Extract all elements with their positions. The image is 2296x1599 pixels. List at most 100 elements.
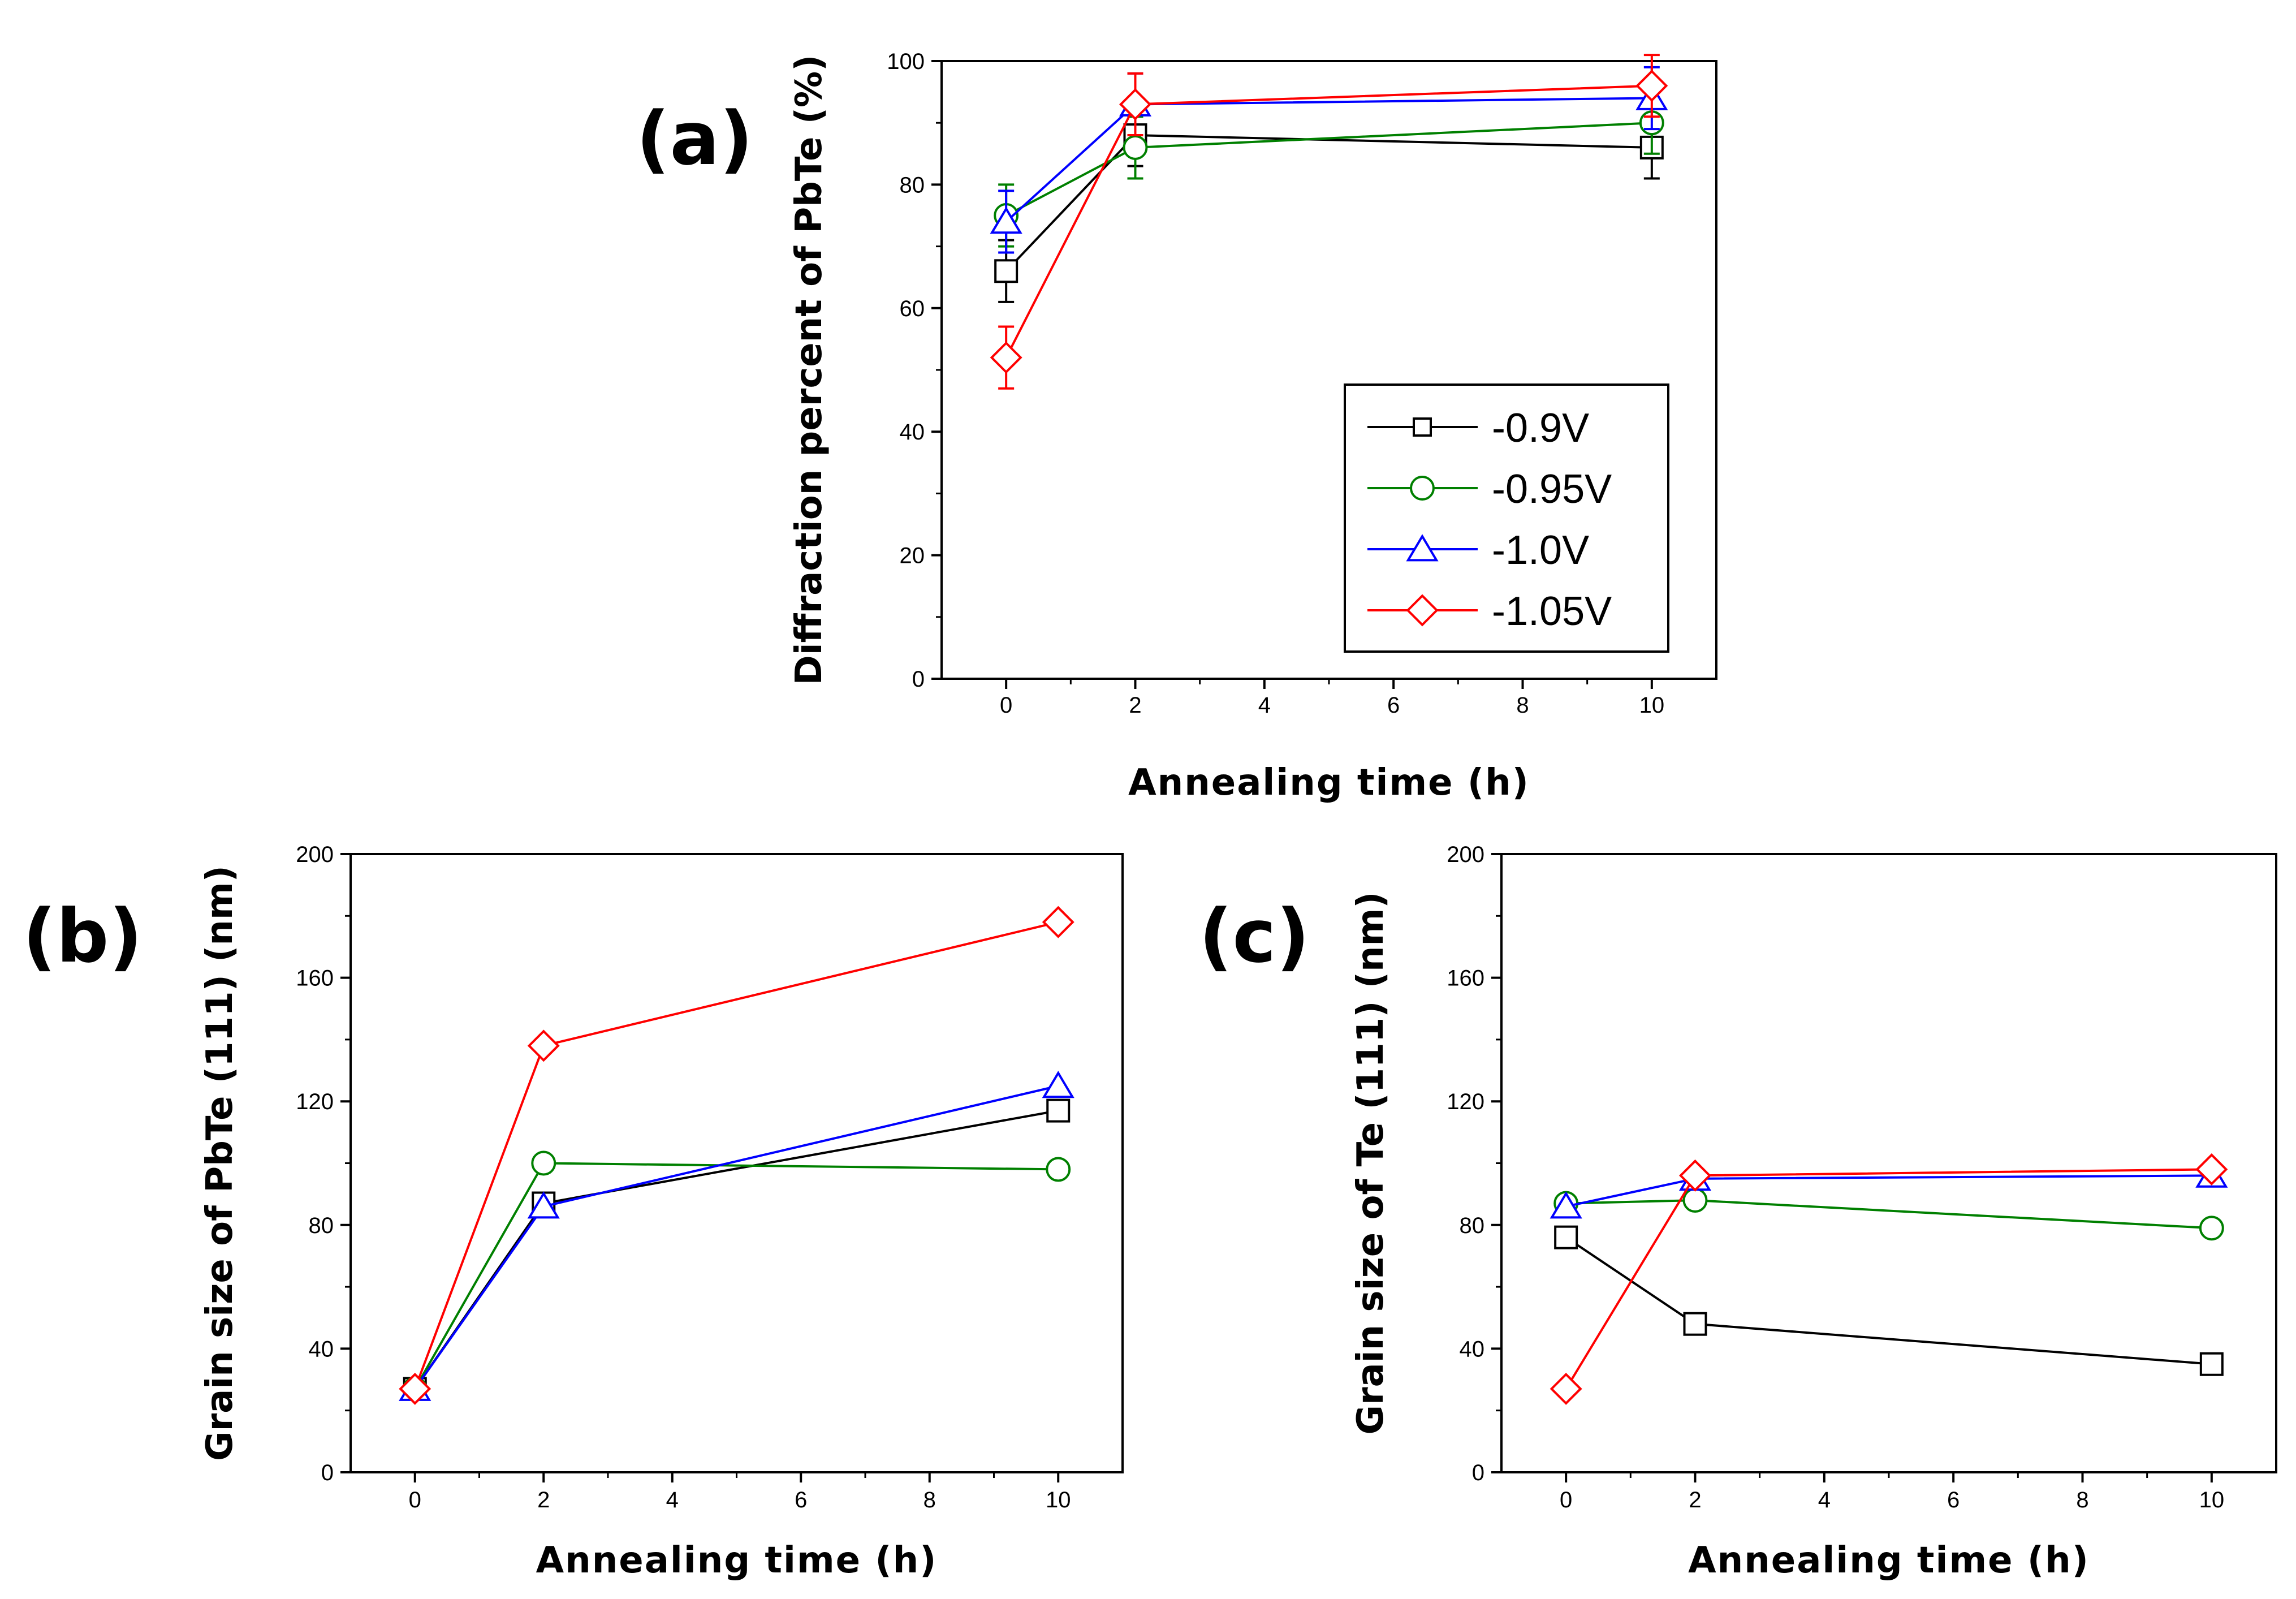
legend-marker [1413, 417, 1432, 437]
legend-marker [1406, 534, 1439, 562]
series-line [413, 921, 1059, 1390]
legend-entry: -0.9V [1492, 406, 1589, 451]
legend-marker [1406, 594, 1439, 627]
data-point [1554, 1225, 1578, 1249]
x-tick-label: 10 [2199, 1488, 2225, 1512]
y-tick-label: 100 [887, 49, 925, 74]
data-point [1550, 1191, 1582, 1219]
legend-box [1344, 383, 1669, 653]
series-2 [1553, 1188, 2224, 1241]
series-3 [990, 66, 1668, 254]
x-tick-label: 2 [1129, 693, 1141, 718]
y-axis-title: Diffraction percent of PbTe (%) [788, 55, 830, 686]
y-axis-title: Grain size of Te (111) (nm) [1350, 891, 1392, 1434]
series-line [1005, 97, 1652, 223]
y-tick-label: 80 [1460, 1213, 1485, 1238]
legend-entry: -1.05V [1492, 589, 1612, 634]
y-tick-label: 160 [1447, 966, 1484, 991]
data-point [1679, 1159, 1711, 1192]
legend-entry: -1.0V [1492, 528, 1589, 573]
y-tick-label: 80 [309, 1213, 334, 1238]
y-tick-label: 40 [900, 420, 925, 445]
panel-b: 0 2 4 6 8 10 0 40 80 120 160 200 Annealing time (h) G… [23, 842, 1124, 1581]
legend-marker [1410, 476, 1435, 501]
series-4 [399, 906, 1074, 1405]
y-tick-label: 0 [321, 1460, 334, 1485]
y-axis-title: Grain size of PbTe (111) (nm) [199, 865, 241, 1461]
y-tick-label: 0 [912, 667, 925, 692]
x-axis-title: Annealing time (h) [1128, 762, 1530, 804]
x-tick-label: 2 [537, 1488, 550, 1512]
x-tick-label: 4 [1818, 1488, 1831, 1512]
y-tick-label: 80 [900, 173, 925, 197]
series-line [414, 1109, 1059, 1390]
data-point [2199, 1216, 2224, 1241]
data-point [2195, 1153, 2228, 1186]
x-tick-label: 8 [923, 1488, 936, 1512]
series-2 [994, 90, 1664, 248]
data-point [1683, 1312, 1707, 1336]
data-point [399, 1372, 431, 1405]
data-point [1042, 906, 1074, 938]
series-1 [1554, 1225, 2224, 1376]
data-point [994, 259, 1018, 283]
data-point [1682, 1188, 1708, 1213]
y-tick-label: 40 [1460, 1337, 1485, 1361]
y-tick-label: 160 [296, 966, 334, 991]
panel-label: (a) [636, 96, 753, 182]
panel-c: 0 2 4 6 8 10 0 40 80 120 160 200 Annealing time (h) G… [1199, 842, 2277, 1581]
x-tick-label: 6 [1947, 1488, 1960, 1512]
series-1 [403, 1098, 1071, 1401]
x-tick-label: 0 [1560, 1488, 1572, 1512]
y-tick-label: 0 [1472, 1460, 1484, 1485]
y-tick-label: 120 [1447, 1089, 1484, 1114]
data-point [1046, 1157, 1071, 1182]
x-tick-label: 10 [1046, 1488, 1071, 1512]
x-tick-label: 6 [1387, 693, 1400, 718]
series-line [414, 1162, 1059, 1390]
panel-label: (c) [1199, 893, 1310, 979]
plot-frame [349, 853, 1124, 1473]
data-point [990, 341, 1022, 374]
series-line [1005, 134, 1652, 272]
y-tick-label: 40 [309, 1337, 334, 1361]
data-point [527, 1029, 560, 1062]
series-4 [990, 54, 1668, 390]
data-point [2199, 1352, 2224, 1376]
data-point [1042, 1071, 1074, 1098]
x-tick-label: 8 [1516, 693, 1529, 718]
data-point [1123, 135, 1148, 160]
series-4 [1550, 1153, 2228, 1405]
y-tick-label: 20 [900, 544, 925, 568]
x-tick-label: 10 [1639, 693, 1665, 718]
series-line [1565, 1236, 2212, 1365]
x-axis-title: Annealing time (h) [536, 1540, 938, 1581]
data-point [1046, 1098, 1071, 1123]
plot-frame [1500, 853, 2277, 1473]
x-tick-label: 2 [1689, 1488, 1701, 1512]
data-point [531, 1150, 556, 1176]
x-tick-label: 0 [409, 1488, 421, 1512]
data-point [527, 1191, 560, 1219]
series-2 [402, 1150, 1071, 1402]
series-line [1566, 1199, 2212, 1230]
legend-entry: -0.95V [1492, 467, 1612, 512]
panel-label: (b) [23, 893, 143, 979]
x-tick-label: 4 [666, 1488, 679, 1512]
y-tick-label: 200 [296, 842, 334, 867]
series-1 [994, 103, 1664, 303]
x-axis-title: Annealing time (h) [1688, 1540, 2090, 1581]
y-tick-label: 120 [296, 1089, 334, 1114]
legend: -0.9V -0.95V -1.0V -1.05V [1344, 383, 1669, 653]
x-tick-label: 4 [1258, 693, 1271, 718]
y-tick-label: 60 [900, 296, 925, 321]
y-tick-label: 200 [1447, 842, 1484, 867]
data-point [1550, 1372, 1582, 1405]
x-tick-label: 8 [2076, 1488, 2088, 1512]
x-tick-label: 6 [795, 1488, 807, 1512]
data-point [1119, 88, 1151, 120]
data-point [1635, 70, 1668, 102]
x-tick-label: 0 [1000, 693, 1012, 718]
